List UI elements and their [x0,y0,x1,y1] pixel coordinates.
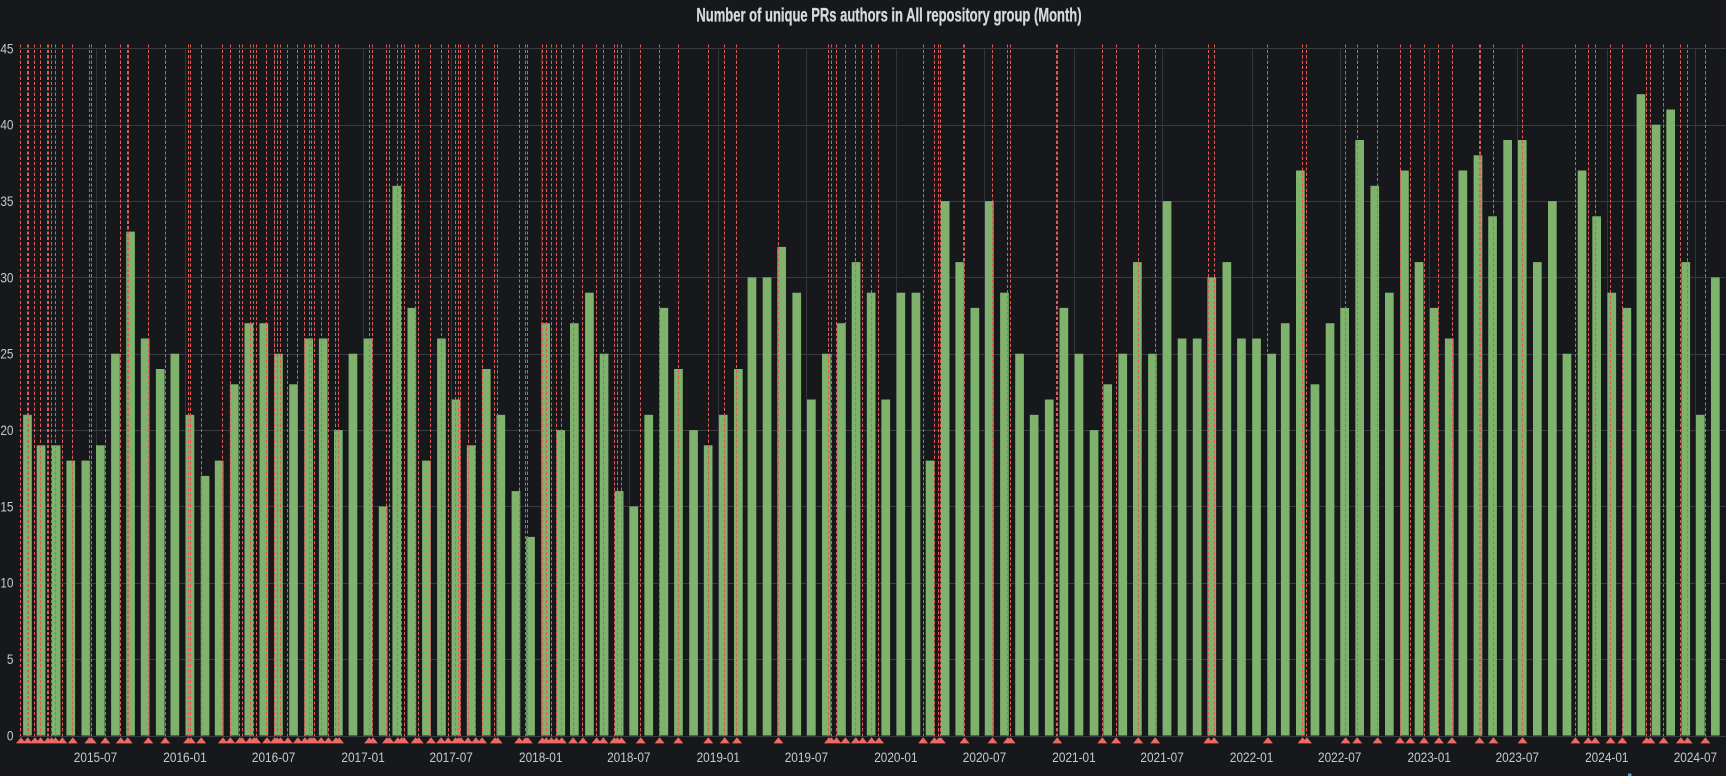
svg-text:2016-07: 2016-07 [252,749,295,765]
svg-text:2017-07: 2017-07 [430,749,473,765]
svg-text:2022-07: 2022-07 [1318,749,1361,765]
svg-text:15: 15 [0,499,13,515]
svg-text:2016-01: 2016-01 [163,749,206,765]
svg-text:25: 25 [0,346,13,362]
svg-text:2023-01: 2023-01 [1408,749,1451,765]
svg-text:2019-07: 2019-07 [785,749,828,765]
svg-text:Number of unique PRs authors i: Number of unique PRs authors in All repo… [696,5,1081,26]
svg-text:45: 45 [0,41,13,57]
svg-text:2020-01: 2020-01 [874,749,917,765]
svg-text:2018-07: 2018-07 [607,749,650,765]
svg-text:2020-07: 2020-07 [963,749,1006,765]
svg-text:10: 10 [0,575,13,591]
svg-text:2015-07: 2015-07 [74,749,117,765]
svg-text:35: 35 [0,193,13,209]
svg-text:40: 40 [0,117,13,133]
svg-text:5: 5 [7,651,14,667]
svg-text:2018-01: 2018-01 [519,749,562,765]
svg-text:2024-01: 2024-01 [1585,749,1628,765]
svg-text:2017-01: 2017-01 [341,749,384,765]
svg-text:0: 0 [7,728,14,744]
svg-text:2022-01: 2022-01 [1230,749,1273,765]
svg-text:30: 30 [0,270,13,286]
svg-text:2024-07: 2024-07 [1674,749,1717,765]
svg-text:2021-07: 2021-07 [1140,749,1183,765]
svg-text:2023-07: 2023-07 [1496,749,1539,765]
svg-text:2021-01: 2021-01 [1052,749,1095,765]
svg-text:2019-01: 2019-01 [697,749,740,765]
svg-text:20: 20 [0,422,13,438]
